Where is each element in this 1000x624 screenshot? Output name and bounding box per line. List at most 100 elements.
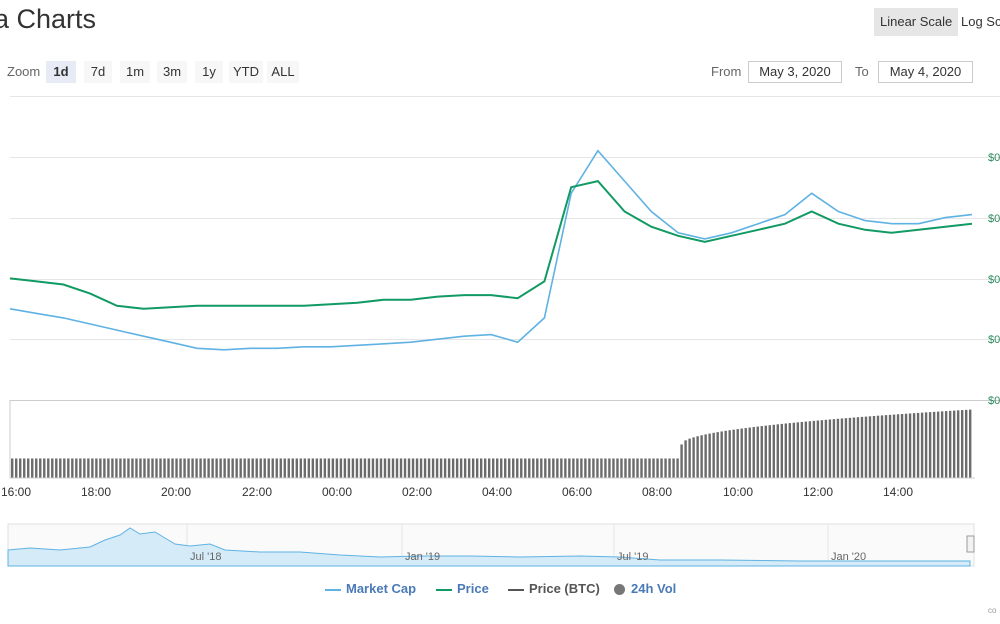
from-label: From xyxy=(711,64,742,79)
x-tick-label: 04:00 xyxy=(481,485,513,499)
volume-bar xyxy=(652,458,655,478)
volume-bar xyxy=(808,421,812,478)
zoom-1y-button[interactable]: 1y xyxy=(195,61,223,83)
volume-bar xyxy=(644,458,647,478)
x-tick-label: 08:00 xyxy=(641,485,673,499)
volume-bar xyxy=(195,458,198,478)
zoom-1d-button[interactable]: 1d xyxy=(46,61,76,83)
volume-bar xyxy=(764,425,767,478)
x-tick-label: 00:00 xyxy=(321,485,353,499)
market-cap-swatch-icon xyxy=(325,588,341,591)
volume-bar xyxy=(427,458,431,478)
volume-bar xyxy=(391,458,395,478)
volume-bar xyxy=(844,418,848,478)
zoom-all-button[interactable]: ALL xyxy=(267,61,299,83)
volume-bar xyxy=(860,416,864,478)
volume-bar xyxy=(115,458,118,478)
volume-dot-icon xyxy=(614,584,625,596)
volume-bar xyxy=(900,413,904,478)
market-cap-line xyxy=(9,149,973,351)
gridline xyxy=(10,339,1000,340)
volume-bar xyxy=(395,458,399,478)
volume-bar xyxy=(532,458,535,478)
x-tick-label: 20:00 xyxy=(160,485,192,499)
navigator[interactable] xyxy=(0,520,1000,570)
volume-bar xyxy=(331,458,335,478)
volume-bar xyxy=(608,458,611,478)
volume-bar xyxy=(880,415,884,478)
volume-bar xyxy=(387,458,391,478)
volume-bar xyxy=(55,458,58,478)
volume-bar xyxy=(295,458,298,478)
volume-bar xyxy=(359,458,363,478)
volume-bar xyxy=(483,458,487,478)
log-scale-button[interactable]: Log Sc xyxy=(961,14,1000,29)
volume-bar xyxy=(552,458,555,478)
volume-bar xyxy=(311,458,315,478)
gridline xyxy=(10,157,1000,158)
volume-bar xyxy=(375,458,379,478)
gridline xyxy=(10,400,1000,401)
volume-bar xyxy=(19,458,22,478)
zoom-3m-button[interactable]: 3m xyxy=(157,61,187,83)
volume-bar xyxy=(59,458,62,478)
to-date-input[interactable]: May 4, 2020 xyxy=(878,61,973,83)
volume-bar xyxy=(207,458,210,478)
volume-bar xyxy=(760,426,763,478)
volume-bar xyxy=(548,458,551,478)
volume-bar xyxy=(291,458,294,478)
from-date-input[interactable]: May 3, 2020 xyxy=(748,61,842,83)
volume-bar xyxy=(716,432,719,478)
volume-bar xyxy=(183,458,186,478)
volume-bar xyxy=(616,458,619,478)
volume-bar xyxy=(544,458,547,478)
zoom-7d-button[interactable]: 7d xyxy=(84,61,112,83)
legend-market-cap[interactable]: Market Cap xyxy=(325,581,416,597)
volume-bar xyxy=(155,458,158,478)
volume-bar xyxy=(792,422,796,478)
volume-bar xyxy=(892,414,896,478)
volume-bar xyxy=(836,418,840,478)
volume-bar xyxy=(848,417,852,478)
linear-scale-button[interactable]: Linear Scale xyxy=(874,8,959,36)
legend-price[interactable]: Price xyxy=(436,581,489,597)
volume-bar xyxy=(267,458,270,478)
navigator-label: Jul '19 xyxy=(617,551,649,563)
volume-bar xyxy=(467,458,471,478)
x-tick-label: 14:00 xyxy=(882,485,914,499)
volume-bar xyxy=(920,412,924,478)
zoom-ytd-button[interactable]: YTD xyxy=(229,61,263,83)
zoom-1m-button[interactable]: 1m xyxy=(120,61,150,83)
volume-bar xyxy=(79,458,82,478)
volume-bar xyxy=(239,458,242,478)
volume-bar xyxy=(912,413,916,478)
legend-price-btc[interactable]: Price (BTC) xyxy=(508,581,600,597)
volume-bar xyxy=(15,458,18,478)
volume-bar xyxy=(520,458,523,478)
volume-bar xyxy=(343,458,347,478)
volume-bar xyxy=(496,458,499,478)
volume-bar xyxy=(708,433,711,478)
x-tick-label: 12:00 xyxy=(802,485,834,499)
volume-bar xyxy=(824,419,828,478)
volume-bar xyxy=(187,458,190,478)
volume-bar xyxy=(255,458,258,478)
volume-bar xyxy=(768,425,771,478)
volume-bar xyxy=(628,458,631,478)
volume-bar xyxy=(620,458,623,478)
volume-bar xyxy=(279,458,282,478)
legend-24h-vol[interactable]: 24h Vol xyxy=(614,581,676,597)
volume-bar xyxy=(596,458,599,478)
volume-bar xyxy=(888,414,892,478)
credits: co xyxy=(988,606,997,615)
volume-bar xyxy=(952,410,956,478)
volume-bar xyxy=(107,458,110,478)
volume-bar xyxy=(167,458,170,478)
volume-bar xyxy=(371,458,375,478)
volume-bar xyxy=(664,458,667,478)
volume-bar xyxy=(944,411,948,478)
volume-bar xyxy=(463,458,467,478)
volume-bar xyxy=(492,458,495,478)
volume-bar xyxy=(868,416,872,478)
